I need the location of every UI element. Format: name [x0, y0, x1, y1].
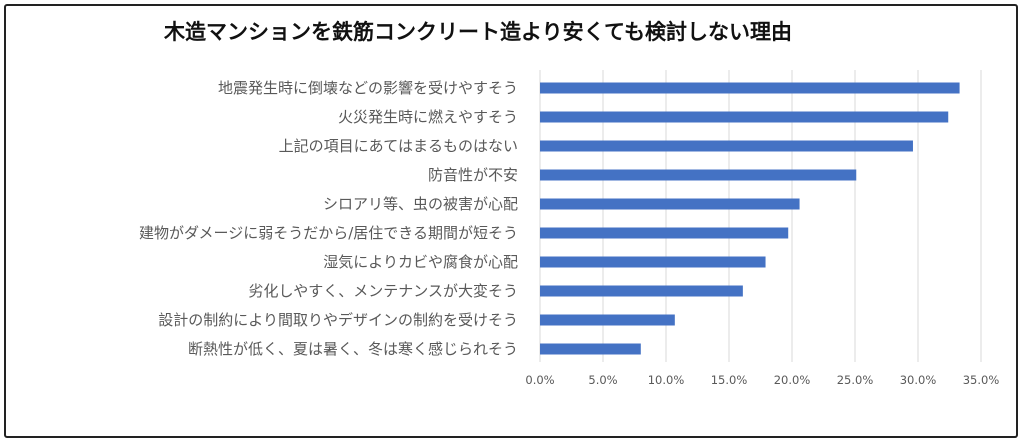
- category-label: 火災発生時に燃えやすそう: [338, 108, 518, 126]
- category-label: 防音性が不安: [428, 166, 518, 184]
- chart-frame: [4, 4, 1018, 438]
- x-tick-label: 10.0%: [648, 373, 685, 387]
- category-label: シロアリ等、虫の被害が心配: [323, 195, 518, 213]
- bar: [540, 227, 789, 239]
- category-label: 地震発生時に倒壊などの影響を受けやすそう: [218, 79, 518, 97]
- bar: [540, 169, 857, 181]
- bar: [540, 140, 913, 152]
- category-label: 湿気によりカビや腐食が心配: [323, 253, 518, 271]
- x-tick-label: 25.0%: [837, 373, 874, 387]
- bar: [540, 82, 960, 94]
- bar: [540, 343, 641, 355]
- x-tick-label: 0.0%: [525, 373, 554, 387]
- category-label: 断熱性が低く、夏は暑く、冬は寒く感じられそう: [188, 340, 518, 358]
- category-label: 上記の項目にあてはまるものはない: [279, 137, 518, 155]
- bar: [540, 256, 766, 268]
- x-tick-label: 15.0%: [711, 373, 748, 387]
- chart-title: 木造マンションを鉄筋コンクリート造より安くても検討しない理由: [163, 20, 792, 44]
- x-tick-label: 30.0%: [900, 373, 937, 387]
- category-label: 劣化しやすく、メンテナンスが大変そう: [248, 282, 518, 300]
- x-tick-label: 20.0%: [774, 373, 811, 387]
- bar: [540, 198, 800, 210]
- category-label: 建物がダメージに弱そうだから/居住できる期間が短そう: [139, 224, 518, 242]
- category-label: 設計の制約により間取りやデザインの制約を受けそう: [158, 311, 518, 329]
- x-tick-label: 5.0%: [588, 373, 617, 387]
- bar: [540, 285, 743, 297]
- x-tick-label: 35.0%: [963, 373, 1000, 387]
- bar: [540, 314, 675, 326]
- bar: [540, 111, 949, 123]
